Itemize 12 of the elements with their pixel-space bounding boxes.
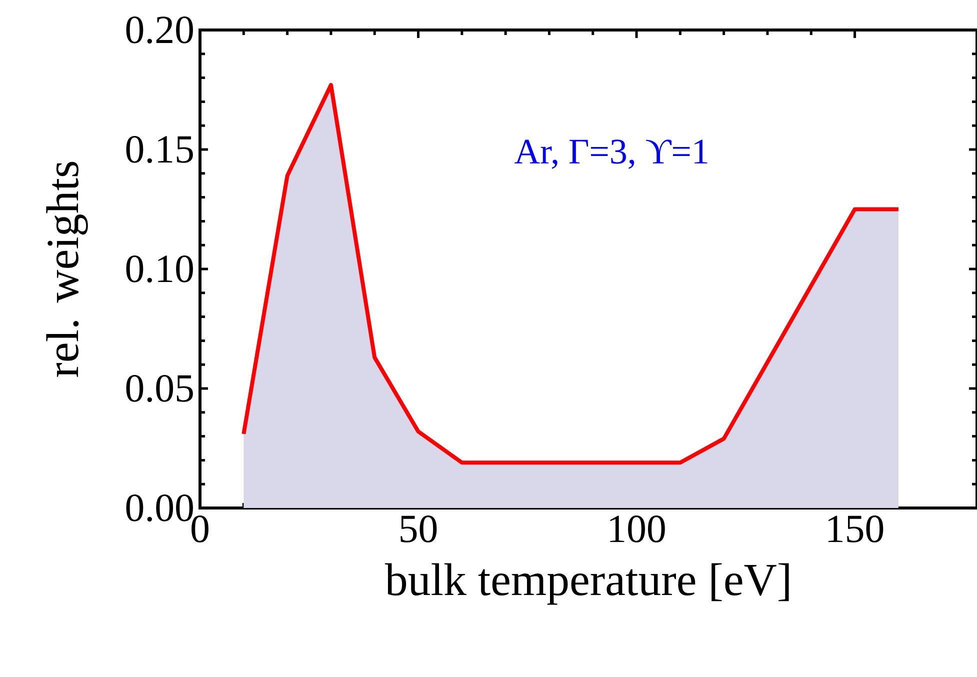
y-tick-label: 0.00 [126, 494, 193, 522]
x-tick-label: 100 [610, 516, 665, 542]
x-tick-label: 0 [192, 516, 208, 542]
y-tick-label: 0.20 [126, 16, 193, 44]
annotation: Ar, Γ=3, ϒ=1 [514, 140, 708, 169]
y-axis-title: rel. weights [46, 162, 88, 377]
x-axis-title: bulk temperature [eV] [384, 563, 789, 605]
y-tick-label: 0.15 [126, 136, 193, 164]
y-tick-label: 0.05 [126, 374, 193, 402]
x-tick-label: 150 [828, 516, 884, 542]
y-tick-label: 0.10 [126, 255, 193, 283]
x-tick-label: 50 [400, 516, 437, 542]
